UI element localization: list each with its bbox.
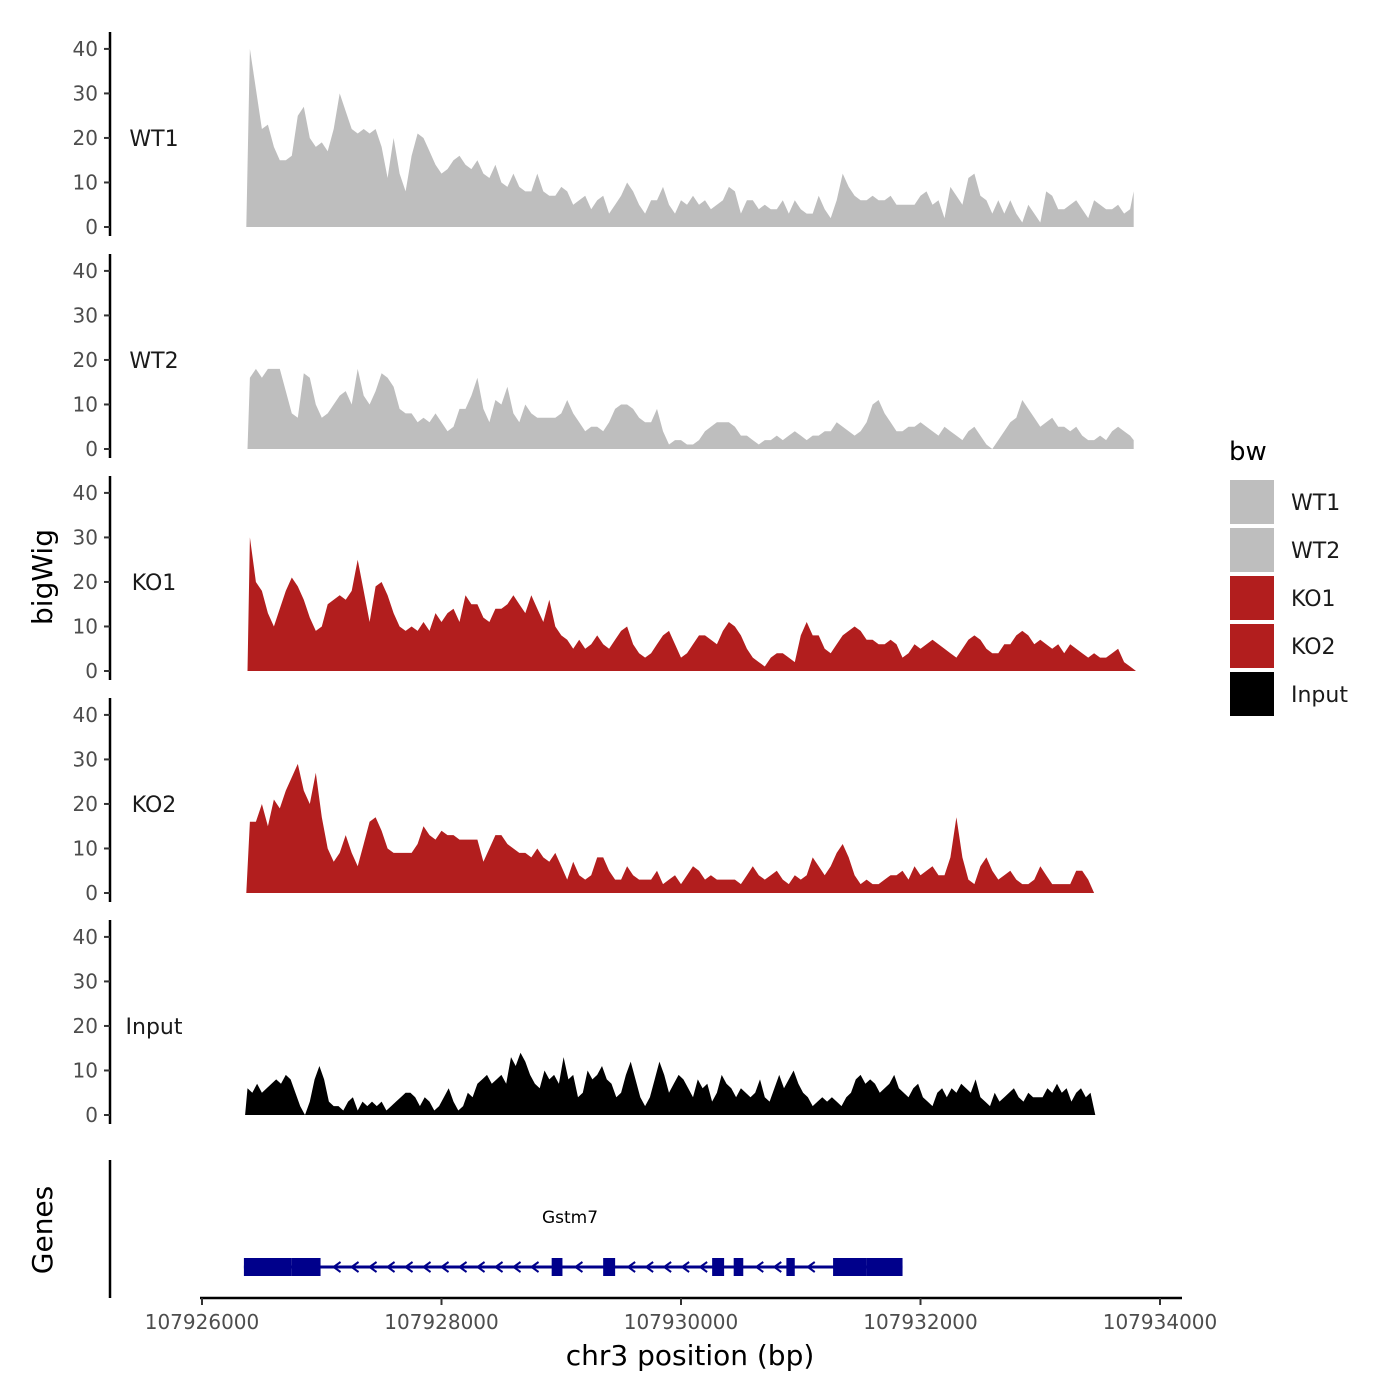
x-tick-label: 107932000 [863, 1310, 978, 1334]
y-tick-label: 30 [73, 303, 98, 327]
y-tick-label: 0 [85, 659, 98, 683]
legend-swatch-wt2 [1230, 528, 1274, 572]
legend-label-input: Input [1291, 683, 1348, 708]
strand-arrow [573, 1261, 584, 1273]
y-tick-label: 0 [85, 881, 98, 905]
legend-swatch-wt1 [1230, 480, 1274, 524]
y-tick-label: 30 [73, 81, 98, 105]
legend-label-ko1: KO1 [1291, 587, 1336, 612]
track-label-ko1: KO1 [132, 571, 177, 596]
x-axis-title: chr3 position (bp) [566, 1339, 815, 1372]
x-tick-label: 107930000 [624, 1310, 739, 1334]
coverage-area-wt1 [246, 48, 1134, 228]
y-tick-label: 0 [85, 1103, 98, 1127]
y-tick-label: 40 [73, 925, 98, 949]
y-tick-label: 10 [73, 392, 98, 416]
y-tick-label: 20 [73, 348, 98, 372]
y-tick-label: 10 [73, 170, 98, 194]
y-tick-label: 40 [73, 259, 98, 283]
legend-label-ko2: KO2 [1291, 635, 1336, 660]
x-tick-label: 107926000 [145, 1310, 260, 1334]
strand-arrow [475, 1261, 486, 1273]
track-ko1: 0 10 20 30 40 KO1 [73, 476, 1136, 683]
track-label-wt1: WT1 [129, 127, 178, 152]
strand-arrow [331, 1261, 342, 1273]
y-tick-label: 20 [73, 792, 98, 816]
track-wt1: 0 10 20 30 40 WT1 [73, 32, 1134, 239]
strand-arrow [644, 1261, 654, 1273]
strand-arrow [806, 1261, 816, 1273]
y-tick-label: 10 [73, 836, 98, 860]
x-axis: 107926000 107928000 107930000 107932000 1079… [145, 1296, 1218, 1334]
legend-swatch-input [1230, 672, 1274, 716]
y-axis-title: bigWig [26, 529, 59, 625]
track-input: 0 10 20 30 40 Input [73, 920, 1096, 1127]
legend-label-wt2: WT2 [1291, 539, 1340, 564]
gene-exon [733, 1258, 744, 1276]
strand-arrow [421, 1261, 432, 1273]
gene-exon [712, 1258, 725, 1276]
strand-arrow [529, 1261, 540, 1273]
gene-exon [551, 1258, 563, 1276]
y-tick-label: 20 [73, 1014, 98, 1038]
y-tick-label: 10 [73, 1058, 98, 1082]
legend: bw WT1 WT2 KO1 KO2 Input [1229, 437, 1348, 716]
strand-arrow [439, 1261, 450, 1273]
track-label-ko2: KO2 [132, 793, 177, 818]
y-tick-label: 30 [73, 525, 98, 549]
strand-arrow [511, 1261, 522, 1273]
y-tick-label: 0 [85, 437, 98, 461]
legend-title: bw [1229, 437, 1267, 467]
coverage-area-wt2 [247, 368, 1134, 449]
gene-exon [833, 1258, 867, 1276]
coverage-tracks: 0 10 20 30 40 WT1 0 10 20 30 40 WT2 0 10 20 30 40 KO1 0 10 2… [73, 32, 1136, 1127]
strand-arrow [772, 1261, 782, 1273]
strand-arrow [385, 1261, 396, 1273]
track-label-input: Input [126, 1015, 183, 1040]
y-tick-label: 40 [73, 37, 98, 61]
coverage-area-input [245, 1052, 1096, 1115]
gene-exon [786, 1258, 795, 1276]
track-ko2: 0 10 20 30 40 KO2 [73, 698, 1095, 905]
track-wt2: 0 10 20 30 40 WT2 [73, 254, 1134, 461]
gene-exon [291, 1258, 321, 1276]
gene-name-label: Gstm7 [542, 1208, 598, 1228]
strand-arrow [349, 1261, 360, 1273]
legend-swatch-ko1 [1230, 576, 1274, 620]
strand-arrow [680, 1261, 690, 1273]
y-tick-label: 40 [73, 481, 98, 505]
x-tick-label: 107928000 [384, 1310, 499, 1334]
strand-arrow [662, 1261, 672, 1273]
y-tick-label: 30 [73, 747, 98, 771]
gene-panel-title: Genes [26, 1186, 59, 1274]
gene-exon [603, 1258, 616, 1276]
legend-label-wt1: WT1 [1291, 491, 1340, 516]
y-tick-label: 20 [73, 570, 98, 594]
strand-arrow [626, 1261, 636, 1273]
gene-panel: Gstm7 [108, 1160, 903, 1298]
y-tick-label: 20 [73, 126, 98, 150]
strand-arrow [493, 1261, 504, 1273]
strand-arrow [457, 1261, 468, 1273]
legend-swatch-ko2 [1230, 624, 1274, 668]
strand-arrow [698, 1261, 708, 1273]
strand-arrow [403, 1261, 414, 1273]
y-tick-label: 40 [73, 703, 98, 727]
y-tick-label: 30 [73, 969, 98, 993]
y-tick-label: 0 [85, 215, 98, 239]
y-tick-label: 10 [73, 614, 98, 638]
gene-exon [866, 1258, 903, 1276]
gene-exon [243, 1258, 292, 1276]
strand-arrow [367, 1261, 378, 1273]
coverage-area-ko1 [247, 537, 1136, 671]
x-tick-label: 107934000 [1103, 1310, 1218, 1334]
strand-arrow [754, 1261, 764, 1273]
track-label-wt2: WT2 [129, 349, 178, 374]
coverage-area-ko2 [246, 763, 1095, 893]
